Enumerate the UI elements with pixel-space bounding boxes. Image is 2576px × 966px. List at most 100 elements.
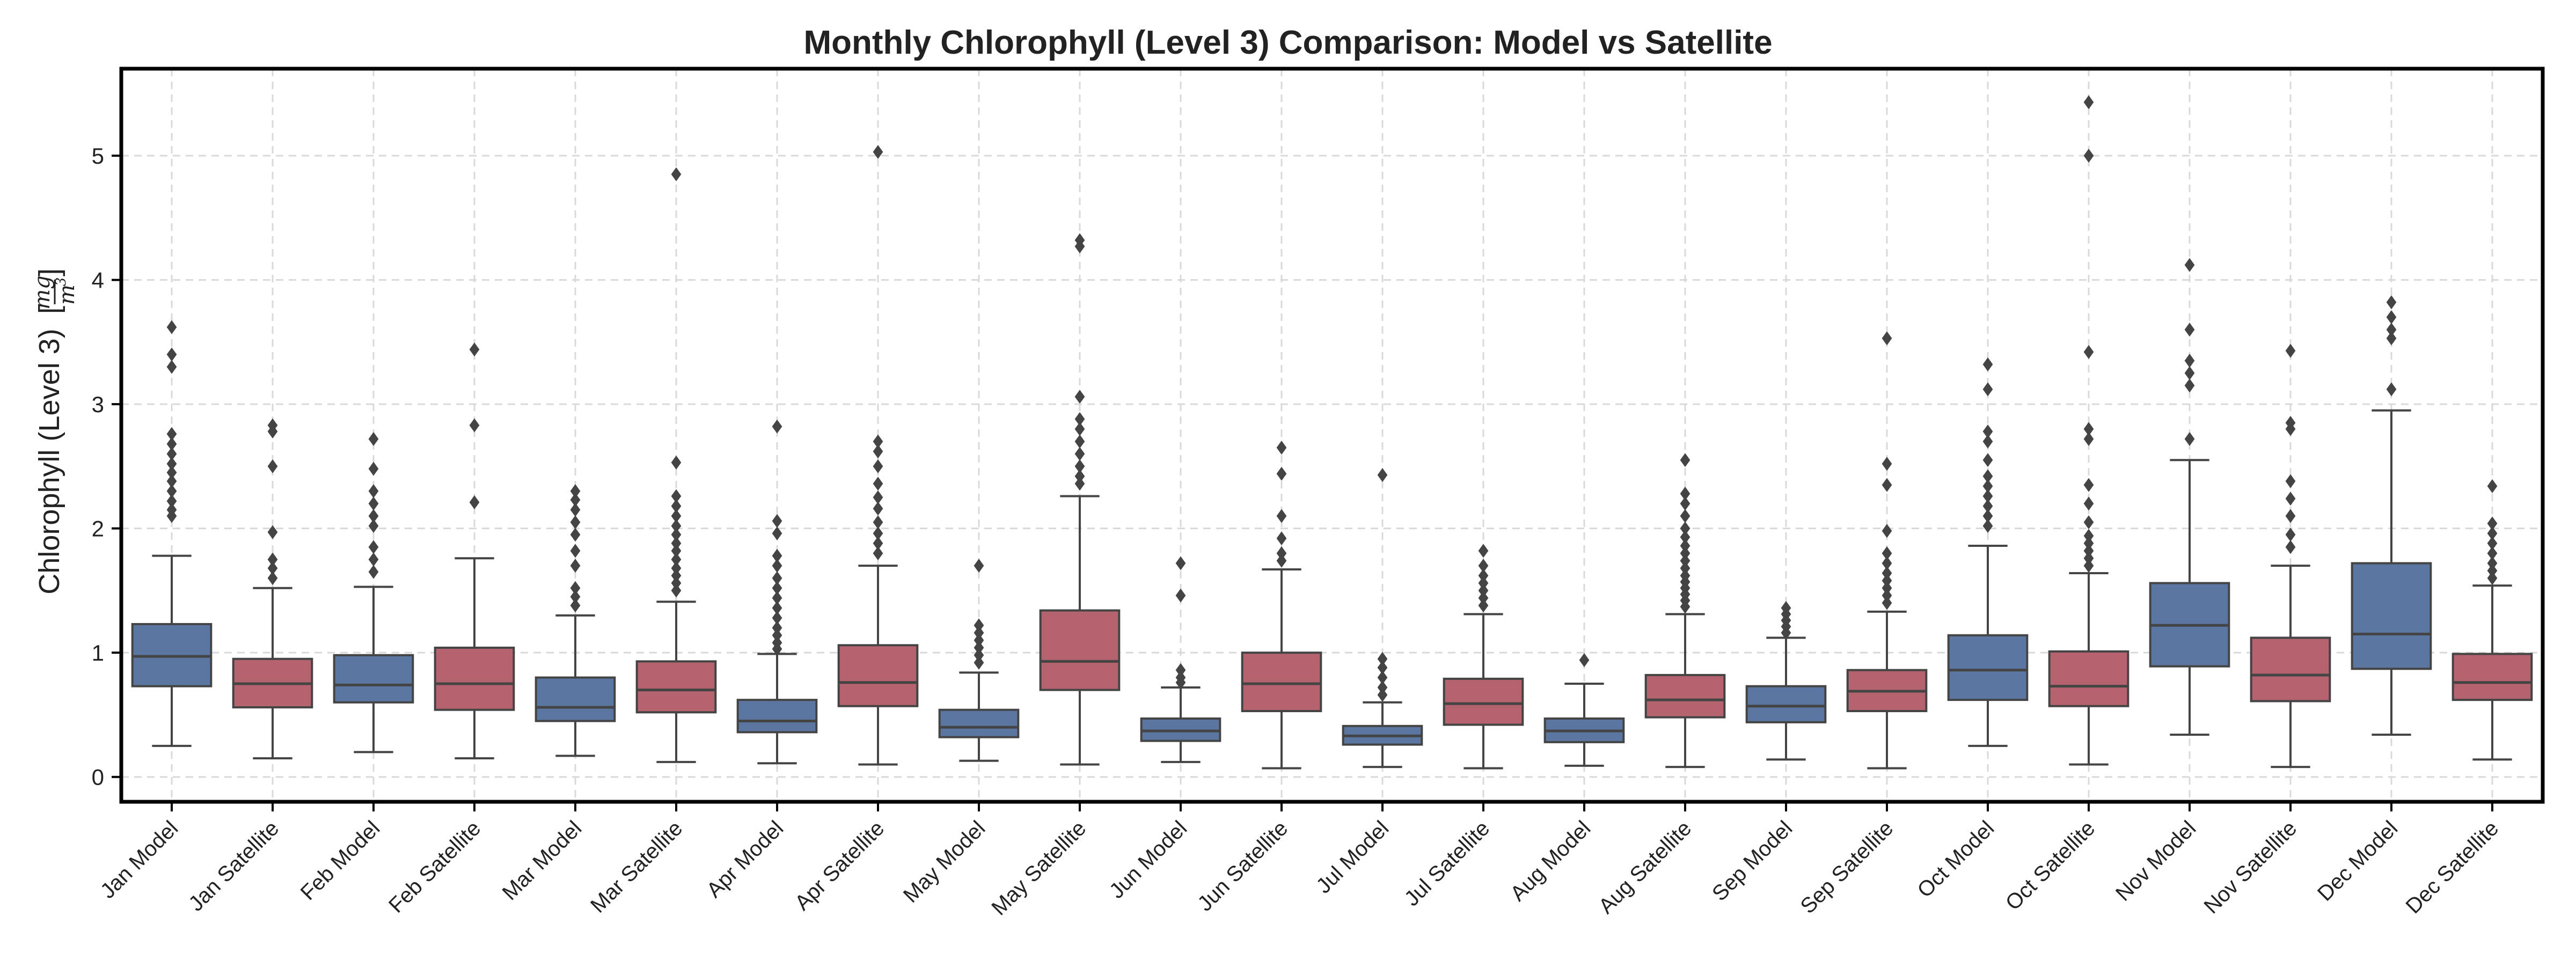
box-jul-model: [1342, 468, 1423, 769]
outlier-point-5: [1680, 568, 1690, 583]
outlier-point-5: [1074, 422, 1085, 436]
boxes: [131, 95, 2533, 770]
outlier-point-8: [671, 519, 682, 533]
outlier-point-2: [671, 568, 682, 583]
outlier-point-4: [368, 509, 379, 523]
outlier-point-5: [1276, 441, 1287, 455]
x-tick-label-10: Jun Model: [1105, 816, 1192, 903]
outlier-point-3: [267, 525, 278, 539]
outlier-point-9: [873, 434, 883, 449]
outlier-point-1: [974, 648, 984, 662]
outlier-point-4: [2487, 536, 2498, 551]
x-tick-label-2: Feb Model: [296, 816, 385, 905]
box-jun-model: [1140, 556, 1221, 763]
outlier-point-6: [2487, 516, 2498, 531]
outlier-point-12: [1680, 509, 1690, 523]
y-axis-label: Chlorophyll (Level 3) [ mg m 3 ]: [30, 268, 79, 595]
box-sep-satellite: [1846, 331, 1928, 770]
outlier-point-1: [1882, 588, 1892, 603]
box-aug-satellite: [1644, 453, 1726, 769]
outlier-point-0: [1982, 519, 1993, 533]
outlier-point-0: [1377, 687, 1388, 702]
outlier-point-1: [1276, 546, 1287, 560]
box-nov-satellite: [2250, 343, 2331, 769]
y-tick-label-3: 3: [92, 392, 104, 417]
outlier-point-0: [2386, 382, 2397, 397]
outlier-point-0: [2184, 431, 2195, 446]
outlier-point-2: [2487, 556, 2498, 570]
outlier-point-3: [1882, 573, 1892, 588]
outlier-point-3: [368, 519, 379, 533]
outlier-point-11: [671, 489, 682, 503]
outlier-point-0: [2487, 571, 2498, 586]
outlier-point-11: [1680, 521, 1690, 536]
box-apr-satellite: [837, 145, 919, 766]
outlier-point-4: [2386, 295, 2397, 310]
outlier-point-9: [1882, 457, 1892, 471]
chart-title: Monthly Chlorophyll (Level 3) Comparison…: [803, 24, 1772, 61]
outlier-point-10: [1982, 357, 1993, 372]
outlier-point-8: [166, 437, 177, 451]
y-axis-unit: [ mg m 3 ]: [30, 268, 79, 314]
outlier-point-1: [772, 635, 782, 650]
outlier-point-3: [1175, 588, 1186, 603]
outlier-point-6: [1074, 412, 1085, 426]
outlier-point-10: [1882, 331, 1892, 346]
outlier-point-8: [570, 493, 581, 507]
outlier-point-5: [1882, 556, 1892, 570]
outlier-point-3: [1982, 489, 1993, 503]
outlier-point-3: [1276, 509, 1287, 523]
outlier-point-1: [671, 576, 682, 590]
outlier-point-0: [1276, 553, 1287, 568]
outlier-point-4: [1175, 556, 1186, 570]
outlier-point-0: [1882, 596, 1892, 610]
x-tick-label-9: May Satellite: [987, 816, 1091, 920]
x-tick-label-3: Feb Satellite: [384, 816, 485, 917]
box-may-model: [938, 559, 1020, 762]
y-tick-label-1: 1: [92, 640, 104, 665]
outlier-point-4: [1478, 568, 1489, 583]
outlier-point-9: [1680, 539, 1690, 553]
outlier-point-5: [1982, 469, 1993, 484]
outlier-point-6: [2083, 496, 2094, 511]
outlier-point-9: [1074, 233, 1085, 247]
outlier-point-5: [166, 465, 177, 480]
outlier-point-4: [1982, 479, 1993, 493]
box-jan-satellite: [232, 418, 313, 759]
outlier-point-2: [974, 640, 984, 655]
outlier-point-3: [2386, 310, 2397, 325]
outlier-point-9: [1982, 382, 1993, 397]
outlier-point-6: [2285, 415, 2296, 430]
outlier-point-4: [1781, 601, 1791, 615]
outlier-point-7: [772, 581, 782, 595]
outlier-point-10: [166, 360, 177, 374]
outlier-point-6: [772, 591, 782, 605]
outlier-point-8: [1982, 425, 1993, 439]
outlier-point-6: [1680, 561, 1690, 575]
outlier-point-2: [1982, 499, 1993, 513]
outlier-point-6: [368, 484, 379, 499]
outlier-point-2: [2285, 509, 2296, 523]
box-body: [2048, 650, 2129, 707]
outlier-point-2: [2083, 544, 2094, 558]
x-tick-label-7: Apr Satellite: [791, 816, 889, 915]
outlier-point-0: [671, 583, 682, 598]
svg-text:Chlorophyll (Level 3): Chlorophyll (Level 3): [33, 328, 65, 594]
outlier-point-4: [267, 459, 278, 473]
outlier-point-5: [2184, 258, 2195, 272]
outlier-point-6: [1982, 453, 1993, 467]
outlier-point-3: [974, 633, 984, 648]
box-apr-model: [736, 419, 818, 765]
outlier-point-8: [772, 571, 782, 586]
outlier-point-2: [469, 342, 480, 357]
outlier-point-6: [1478, 544, 1489, 558]
x-tick-label-8: May Model: [899, 816, 990, 907]
x-tick-label-21: Nov Satellite: [2199, 816, 2301, 918]
outlier-point-13: [772, 419, 782, 434]
box-oct-model: [1947, 357, 2029, 747]
outlier-point-12: [2083, 95, 2094, 109]
outlier-point-4: [570, 544, 581, 558]
outlier-point-7: [2083, 478, 2094, 492]
y-tick-label-2: 2: [92, 516, 104, 541]
outlier-point-4: [1377, 652, 1388, 666]
